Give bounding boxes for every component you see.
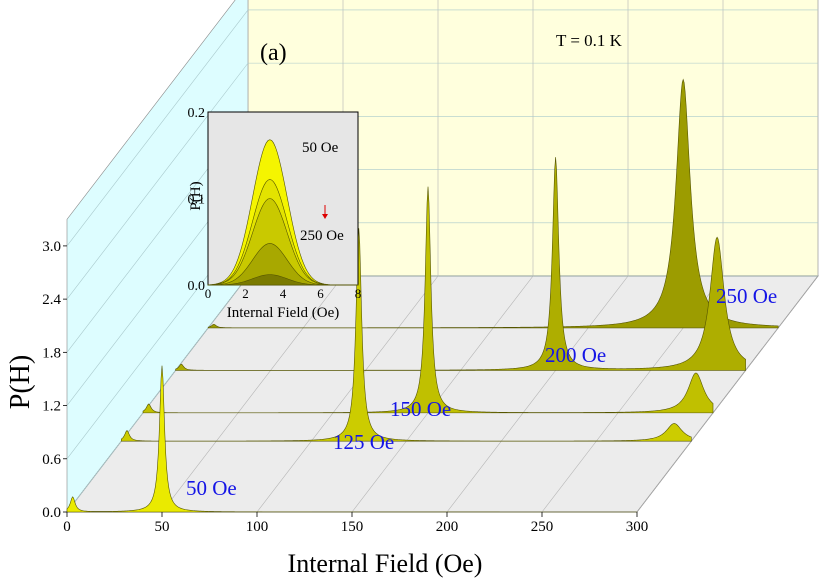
inset-chart: 0 2 4 6 8 0.0 0.1 0.2 Internal Field (Oe) P(H) 50 …: [188, 106, 362, 321]
temperature-label: T = 0.1 K: [556, 31, 623, 50]
y-axis-title: P(H): [5, 355, 36, 409]
series-label: 200 Oe: [545, 343, 606, 367]
x-tick-label: 200: [436, 519, 459, 535]
inset-y-tick-label: 0.2: [188, 106, 206, 121]
x-tick-label: 300: [626, 519, 649, 535]
inset-y-tick-label: 0.0: [188, 279, 206, 294]
inset-y-tick-label: 0.1: [188, 193, 206, 208]
inset-annotation-top: 50 Oe: [302, 140, 339, 156]
inset-x-tick-label: 2: [242, 286, 249, 301]
x-tick-label: 250: [531, 519, 554, 535]
x-tick-label: 100: [246, 519, 269, 535]
inset-x-tick-label: 0: [205, 286, 212, 301]
series-trace-200-oe: [175, 157, 746, 371]
inset-trace: [207, 274, 358, 286]
inset-y-axis-title: P(H): [188, 181, 204, 210]
panel-label: (a): [260, 40, 287, 66]
series-trace-250-oe: [207, 78, 779, 329]
y-tick-label: 2.4: [42, 292, 61, 308]
y-gridline: [66, 9, 818, 247]
x-axis-title: Internal Field (Oe): [288, 549, 483, 578]
inset-x-tick-label: 6: [317, 286, 324, 301]
series-trace-50-oe: [66, 365, 638, 513]
y-tick-label: 1.8: [42, 345, 61, 361]
series-trace-150-oe: [142, 186, 714, 414]
series-label: 250 Oe: [716, 284, 777, 308]
series-label: 150 Oe: [390, 397, 451, 421]
y-tick-label: 0.0: [42, 505, 61, 521]
y-tick-label: 1.2: [42, 399, 61, 415]
inset-x-tick-label: 8: [355, 286, 362, 301]
inset-x-tick-label: 4: [280, 286, 287, 301]
y-tick-label: 3.0: [42, 239, 61, 255]
inset-x-axis-title: Internal Field (Oe): [227, 305, 339, 321]
series-trace-125-oe: [121, 228, 692, 442]
inset-arrow-head: [322, 214, 328, 219]
x-tick-label: 50: [155, 519, 170, 535]
y-gridline: [66, 62, 818, 300]
x-tick-label: 0: [63, 519, 71, 535]
inset-annotation-bottom: 250 Oe: [300, 228, 344, 244]
y-tick-label: 0.6: [42, 452, 61, 468]
series-label: 125 Oe: [333, 430, 394, 454]
x-tick-label: 150: [341, 519, 364, 535]
series-label: 50 Oe: [186, 476, 237, 500]
